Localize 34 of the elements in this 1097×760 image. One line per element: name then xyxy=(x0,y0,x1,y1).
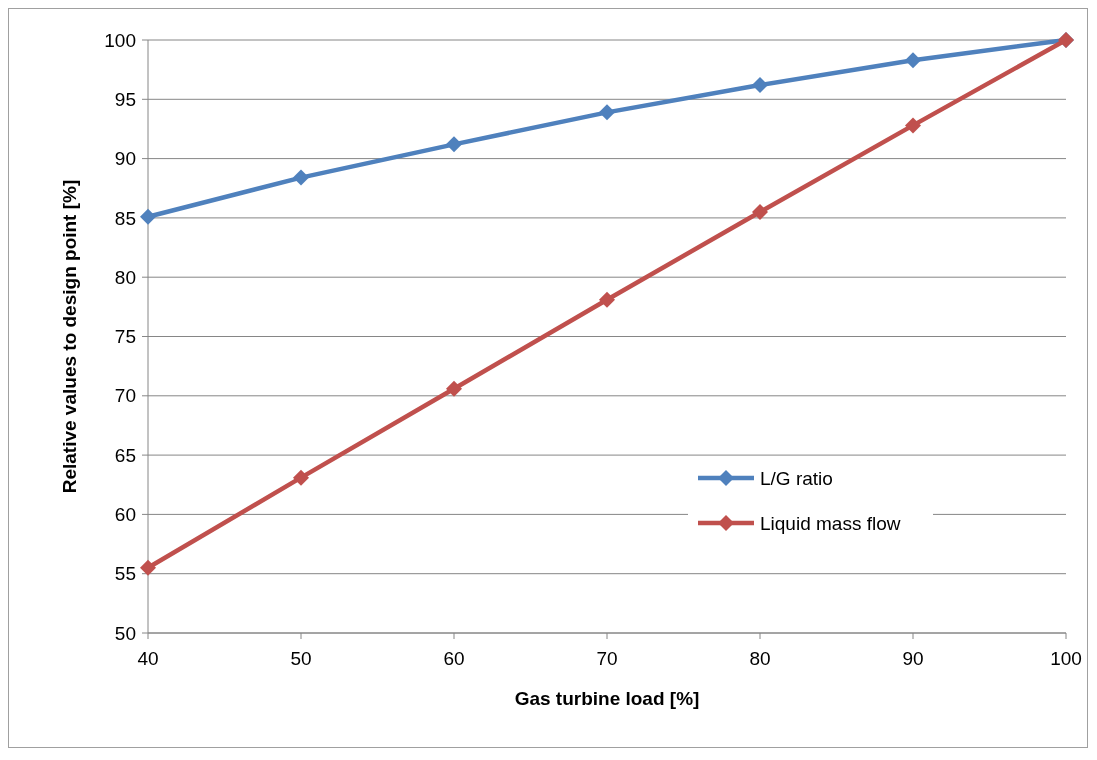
point xyxy=(140,208,156,225)
legend-label: Liquid mass flow xyxy=(760,512,901,534)
point xyxy=(140,559,156,576)
y-tick-label: 90 xyxy=(114,148,136,170)
y-tick-label: 95 xyxy=(114,88,136,110)
point xyxy=(599,291,615,308)
y-tick-label: 100 xyxy=(104,29,136,51)
x-axis-title: Gas turbine load [%] xyxy=(514,688,700,709)
point xyxy=(293,169,309,186)
point xyxy=(905,52,921,69)
y-tick-label: 70 xyxy=(114,385,136,407)
legend-label: L/G ratio xyxy=(760,467,833,489)
y-tick-label: 50 xyxy=(114,622,136,644)
y-tick-label: 75 xyxy=(114,326,136,348)
x-tick-label: 100 xyxy=(1050,648,1082,669)
point xyxy=(446,380,462,397)
point xyxy=(752,203,768,220)
y-tick-label: 85 xyxy=(114,207,136,229)
point xyxy=(599,104,615,121)
point xyxy=(446,136,462,153)
x-tick-label: 70 xyxy=(596,648,618,669)
x-tick-label: 90 xyxy=(902,648,924,669)
x-tick-label: 40 xyxy=(137,648,159,669)
y-tick-label: 80 xyxy=(114,266,136,288)
y-axis-title: Relative values to design point [%] xyxy=(59,179,80,494)
x-tick-label: 80 xyxy=(749,648,771,669)
point xyxy=(905,117,921,134)
y-tick-label: 65 xyxy=(114,444,136,466)
point xyxy=(293,469,309,486)
point xyxy=(752,77,768,94)
y-tick-label: 60 xyxy=(114,504,136,526)
x-tick-label: 50 xyxy=(290,648,312,669)
x-tick-label: 60 xyxy=(443,648,465,669)
y-tick-label: 55 xyxy=(114,563,136,585)
